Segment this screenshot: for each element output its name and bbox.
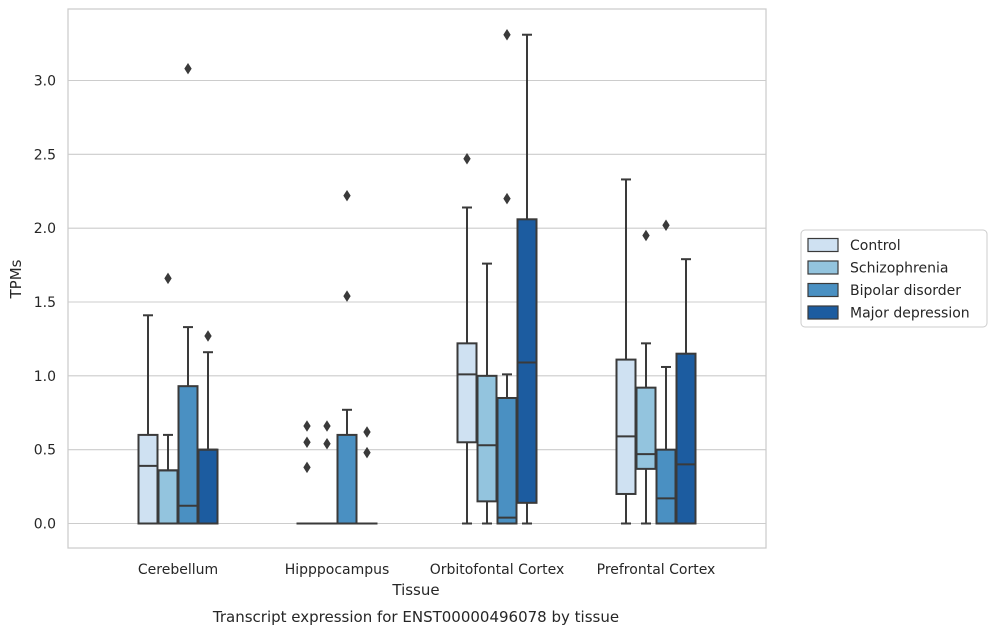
box-layer	[137, 28, 697, 525]
y-tick-label: 3.0	[34, 74, 56, 90]
legend-label: Major depression	[850, 306, 970, 322]
outlier-point	[164, 272, 172, 285]
plot-area-frame	[67, 8, 767, 549]
box-iqr	[655, 448, 677, 525]
box-iqr	[476, 374, 498, 503]
box-iqr	[157, 469, 179, 525]
y-tick-label: 0.0	[34, 517, 56, 533]
box-iqr	[456, 342, 478, 444]
x-axis-label: Tissue	[391, 581, 439, 599]
box-3-1	[356, 426, 378, 525]
outlier-point	[184, 62, 192, 75]
legend-swatch	[807, 237, 839, 253]
box-2-0	[177, 62, 199, 525]
outlier-point	[463, 153, 471, 165]
box-2-1	[336, 189, 358, 525]
box-3-3	[675, 258, 697, 525]
legend-label: Schizophrenia	[850, 261, 948, 277]
legend-label: Control	[850, 238, 901, 254]
box-iqr	[177, 385, 199, 525]
y-tick-label: 1.5	[34, 295, 56, 311]
box-iqr	[197, 448, 219, 525]
outlier-point	[363, 446, 371, 459]
box-iqr	[516, 218, 538, 504]
y-tick-label: 1.0	[34, 369, 56, 385]
chart-caption: Transcript expression for ENST0000049607…	[212, 608, 619, 626]
x-tick-label: Cerebellum	[138, 562, 218, 578]
outlier-point	[363, 426, 371, 438]
legend-label: Bipolar disorder	[850, 283, 961, 299]
x-tick-labels: Cerebellum Hipppocampus Orbitofontal Corte…	[138, 562, 715, 578]
outlier-point	[642, 229, 650, 242]
box-iqr	[137, 433, 159, 525]
box-iqr	[336, 433, 358, 525]
x-tick-label: Orbitofontal Cortex	[430, 562, 565, 578]
box-3-0	[197, 330, 219, 525]
box-0-3	[615, 178, 637, 525]
box-1-3	[635, 229, 657, 525]
box-3-2	[516, 33, 538, 525]
box-0-0	[137, 314, 159, 525]
box-iqr	[496, 396, 518, 525]
outlier-point	[303, 461, 311, 474]
y-tick-labels: 0.0 0.5 1.0 1.5 2.0 2.5 3.0	[34, 74, 56, 533]
outlier-point	[343, 189, 351, 202]
legend: Control Schizophrenia Bipolar disorder Majo…	[800, 229, 988, 328]
outlier-point	[662, 219, 670, 231]
outlier-point	[323, 438, 331, 450]
outlier-point	[323, 420, 331, 432]
legend-swatch	[807, 282, 839, 298]
x-tick-label: Hipppocampus	[285, 562, 390, 578]
outlier-point	[303, 436, 311, 449]
y-tick-label: 2.0	[34, 221, 56, 237]
box-iqr	[615, 358, 637, 495]
box-2-2	[496, 28, 518, 525]
outlier-point	[503, 192, 511, 205]
box-0-1	[296, 420, 318, 525]
box-0-2	[456, 153, 478, 525]
box-iqr	[635, 386, 657, 470]
y-tick-label: 0.5	[34, 443, 56, 459]
y-axis-label: TPMs	[7, 259, 25, 299]
outlier-point	[503, 28, 511, 41]
legend-swatch	[807, 305, 839, 320]
outlier-point	[303, 420, 311, 432]
box-iqr	[675, 352, 697, 525]
outlier-point	[204, 330, 212, 342]
outlier-point	[343, 290, 351, 302]
legend-swatch	[807, 260, 839, 275]
legend-frame	[800, 229, 988, 328]
y-tick-label: 2.5	[34, 147, 56, 163]
x-tick-label: Prefrontal Cortex	[597, 562, 716, 578]
